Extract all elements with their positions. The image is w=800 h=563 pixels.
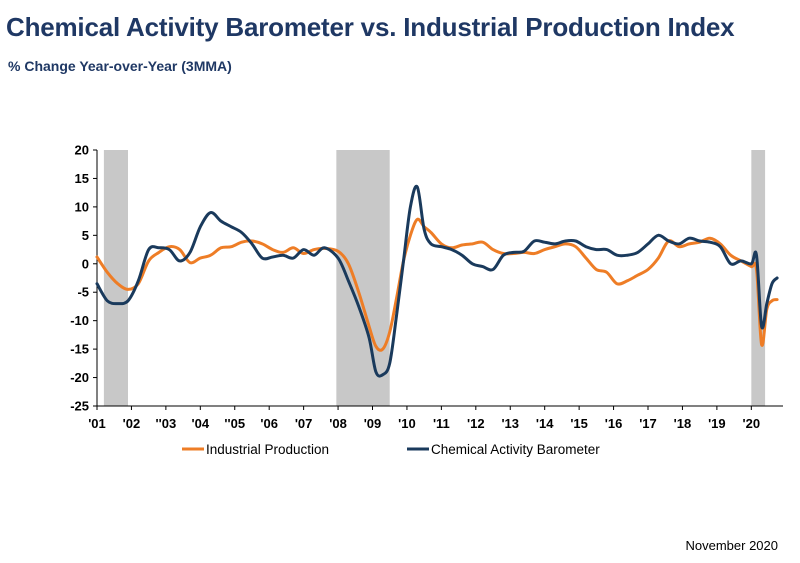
x-tick-label: '18	[674, 416, 692, 431]
y-tick-label: -20	[70, 370, 89, 385]
x-tick-label: '13	[501, 416, 519, 431]
x-tick-label: '12	[467, 416, 485, 431]
x-tick-label: '06	[260, 416, 278, 431]
x-tick-label: '16	[605, 416, 623, 431]
y-tick-label: 20	[75, 143, 89, 158]
x-tick-label: ''03	[156, 416, 177, 431]
y-tick-label: 5	[82, 228, 89, 243]
x-tick-label: '11	[433, 416, 450, 431]
x-tick-label: '02	[123, 416, 141, 431]
x-tick-label: '20	[743, 416, 761, 431]
x-tick-label: '09	[364, 416, 382, 431]
chemical-activity-barometer-legend-label: Chemical Activity Barometer	[431, 442, 600, 457]
x-tick-label: '10	[398, 416, 416, 431]
axes: 20 15 10 5 0 -5 -10 -15 -20 -25 '01 '02 ''03 '04 ''05 '…	[70, 143, 783, 431]
y-tick-label: -15	[70, 342, 89, 357]
date-stamp: November 2020	[685, 538, 779, 553]
y-tick-label: 15	[75, 171, 89, 186]
x-tick-label: '08	[329, 416, 347, 431]
y-tick-label: -25	[70, 399, 89, 414]
legend: Industrial Production Chemical Activity B…	[182, 442, 600, 457]
x-tick-label: '01	[88, 416, 106, 431]
x-tick-label: ''05	[224, 416, 245, 431]
x-tick-label: '04	[192, 416, 210, 431]
y-tick-label: 10	[75, 199, 89, 214]
chemical-activity-barometer-line	[95, 184, 779, 378]
x-tick-label: '17	[639, 416, 657, 431]
x-tick-label: '14	[536, 416, 554, 431]
y-tick-label: 0	[82, 256, 89, 271]
series-lines	[95, 184, 779, 378]
chart-title: Chemical Activity Barometer vs. Industri…	[6, 12, 735, 42]
x-tick-label: '07	[295, 416, 313, 431]
chart-subtitle: % Change Year-over-Year (3MMA)	[8, 58, 232, 74]
x-tick-label: '19	[708, 416, 726, 431]
x-tick-label: '15	[570, 416, 588, 431]
recession-band-0	[103, 150, 128, 406]
recession-shading	[103, 150, 766, 406]
y-tick-label: -5	[77, 285, 89, 300]
y-tick-label: -10	[70, 313, 89, 328]
industrial-production-legend-label: Industrial Production	[206, 442, 329, 457]
industrial-production-line	[95, 217, 779, 352]
recession-band-1	[336, 150, 390, 406]
